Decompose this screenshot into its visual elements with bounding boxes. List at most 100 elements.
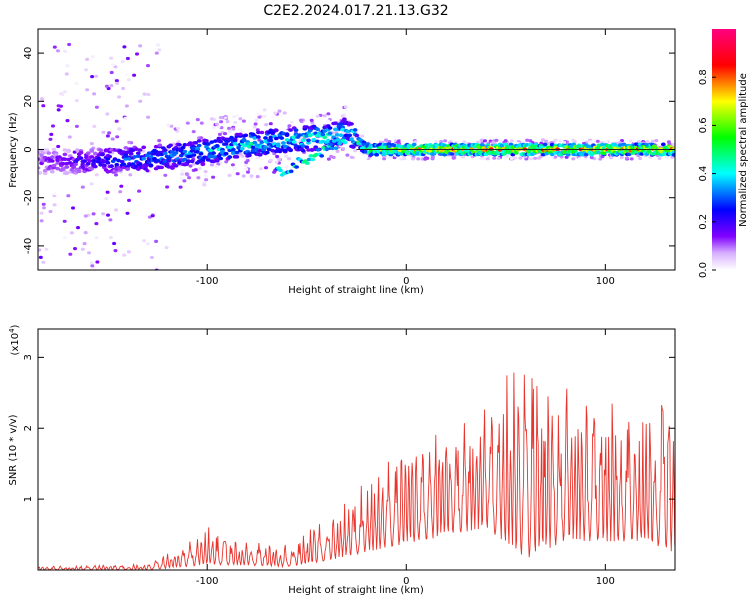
spectrum-ridge-dot bbox=[162, 148, 168, 152]
spectrum-ridge-dot bbox=[483, 152, 489, 157]
spectrum-ridge-dot bbox=[55, 166, 61, 171]
spectrum-noise-dot bbox=[629, 157, 634, 161]
spectrum-ridge-dot bbox=[191, 146, 197, 151]
spectrum-noise-dot bbox=[625, 156, 629, 160]
spectrum-noise-dot bbox=[185, 173, 190, 177]
spectrum-ridge-dot bbox=[275, 142, 281, 147]
spectrum-noise-dot bbox=[277, 109, 282, 113]
spectrum-noise-dot bbox=[126, 250, 131, 254]
spectrum-noise-dot bbox=[87, 251, 91, 255]
spectrum-noise-dot bbox=[232, 115, 236, 119]
spectrum-noise-dot bbox=[345, 153, 350, 157]
spectrum-noise-dot bbox=[122, 45, 127, 49]
spectrum-noise-dot bbox=[90, 55, 95, 59]
spectrum-noise-dot bbox=[118, 190, 123, 194]
spectrum-ridge-dot bbox=[508, 142, 514, 147]
x-tick-label: 100 bbox=[596, 276, 615, 287]
spectrum-ridge-dot bbox=[135, 151, 141, 155]
spectrum-noise-dot bbox=[132, 73, 137, 77]
spectrum-noise-dot bbox=[384, 138, 388, 142]
spectrum-noise-dot bbox=[553, 155, 558, 159]
spectrum-ridge-dot bbox=[297, 133, 302, 137]
spectrum-noise-dot bbox=[150, 214, 155, 218]
spectrum-noise-dot bbox=[341, 147, 346, 151]
spectrum-noise-dot bbox=[95, 260, 100, 264]
spectrum-noise-dot bbox=[620, 139, 624, 143]
spectrum-ridge-dot bbox=[513, 151, 519, 155]
spectrum-noise-dot bbox=[195, 118, 200, 122]
spectrum-ridge-dot bbox=[112, 148, 118, 152]
spectrum-ridge-dot bbox=[71, 165, 77, 169]
spectrum-ridge-dot bbox=[109, 148, 114, 152]
spectrum-branch-dot bbox=[315, 148, 321, 152]
spectrum-ridge-dot bbox=[60, 167, 66, 172]
spectrum-noise-dot bbox=[182, 179, 187, 183]
spectrum-ridge-dot bbox=[38, 170, 43, 175]
spectrum-noise-dot bbox=[125, 56, 130, 61]
spectrum-ridge-dot bbox=[227, 155, 233, 159]
spectrum-noise-dot bbox=[106, 86, 111, 91]
spectrum-ridge-dot bbox=[304, 125, 310, 129]
spectrum-noise-dot bbox=[94, 236, 99, 240]
spectrum-ridge-dot bbox=[182, 157, 188, 162]
spectrum-ridge-dot bbox=[62, 157, 68, 161]
spectrum-ridge-dot bbox=[306, 138, 311, 143]
spectrum-ridge-dot bbox=[152, 156, 157, 161]
spectrum-noise-dot bbox=[138, 99, 143, 103]
spectrum-ridge-dot bbox=[202, 155, 208, 160]
spectrum-noise-dot bbox=[564, 155, 569, 159]
spectrum-ridge-dot bbox=[135, 154, 141, 158]
spectrum-noise-dot bbox=[103, 279, 107, 282]
spectrum-noise-dot bbox=[628, 139, 633, 143]
spectrum-ridge-dot bbox=[395, 144, 401, 148]
spectrum-ridge-dot bbox=[273, 128, 279, 133]
spectrum-noise-dot bbox=[209, 163, 214, 167]
spectrum-noise-dot bbox=[203, 174, 208, 178]
spectrum-noise-dot bbox=[124, 73, 129, 77]
spectrum-noise-dot bbox=[105, 190, 110, 194]
spectrum-ridge-dot bbox=[230, 151, 236, 155]
snr-x-label: Height of straight line (km) bbox=[288, 585, 424, 596]
spectrum-noise-dot bbox=[223, 132, 227, 136]
spectrum-ridge-dot bbox=[92, 151, 98, 156]
spectrum-noise-dot bbox=[460, 155, 465, 159]
spectrum-ridge-dot bbox=[304, 134, 310, 138]
spectrum-ridge-dot bbox=[85, 161, 91, 166]
colorbar-tick-label: 0.4 bbox=[698, 166, 709, 182]
spectrum-ridge-dot bbox=[333, 127, 338, 132]
y-tick-label: -20 bbox=[23, 190, 34, 206]
spectrum-branch-dot bbox=[313, 152, 319, 157]
spectrum-noise-dot bbox=[462, 140, 467, 144]
spectrum-ridge-dot bbox=[98, 148, 104, 152]
spectrum-ridge-dot bbox=[232, 141, 238, 146]
x-tick-label: -100 bbox=[196, 276, 219, 287]
snr-panel: -100 0 100 1 2 3 Height of straight line (km… bbox=[8, 324, 676, 596]
spectrum-noise-dot bbox=[41, 260, 46, 264]
spectrum-noise-dot bbox=[572, 139, 577, 144]
spectrum-noise-dot bbox=[73, 68, 78, 72]
spectrum-noise-dot bbox=[335, 149, 340, 153]
spectrum-noise-dot bbox=[180, 169, 185, 173]
spectrum-noise-dot bbox=[513, 140, 518, 144]
spectrum-noise-dot bbox=[443, 139, 448, 143]
spectrum-ridge-dot bbox=[114, 162, 120, 167]
y-tick-label: 0 bbox=[23, 146, 34, 152]
spectrum-noise-dot bbox=[105, 134, 110, 138]
spectrum-noise-dot bbox=[56, 104, 61, 108]
spectrum-branch-dot bbox=[308, 154, 314, 158]
spectrum-noise-dot bbox=[595, 139, 600, 143]
spectrum-ridge-dot bbox=[177, 161, 182, 165]
spectrogram-x-label: Height of straight line (km) bbox=[288, 285, 424, 296]
spectrum-noise-dot bbox=[176, 126, 181, 130]
spectrum-noise-dot bbox=[399, 157, 403, 161]
spectrum-noise-dot bbox=[74, 124, 79, 128]
spectrum-noise-dot bbox=[127, 140, 132, 144]
spectrum-noise-dot bbox=[142, 92, 147, 96]
spectrum-ridge-dot bbox=[263, 136, 268, 140]
spectrum-noise-dot bbox=[169, 124, 174, 128]
snr-scale-exponent: 4 bbox=[8, 328, 16, 333]
snr-plot-area bbox=[38, 329, 675, 570]
spectrum-noise-dot bbox=[654, 139, 659, 143]
spectrum-ridge-dot bbox=[186, 159, 191, 163]
spectrum-ridge-dot bbox=[306, 148, 311, 152]
